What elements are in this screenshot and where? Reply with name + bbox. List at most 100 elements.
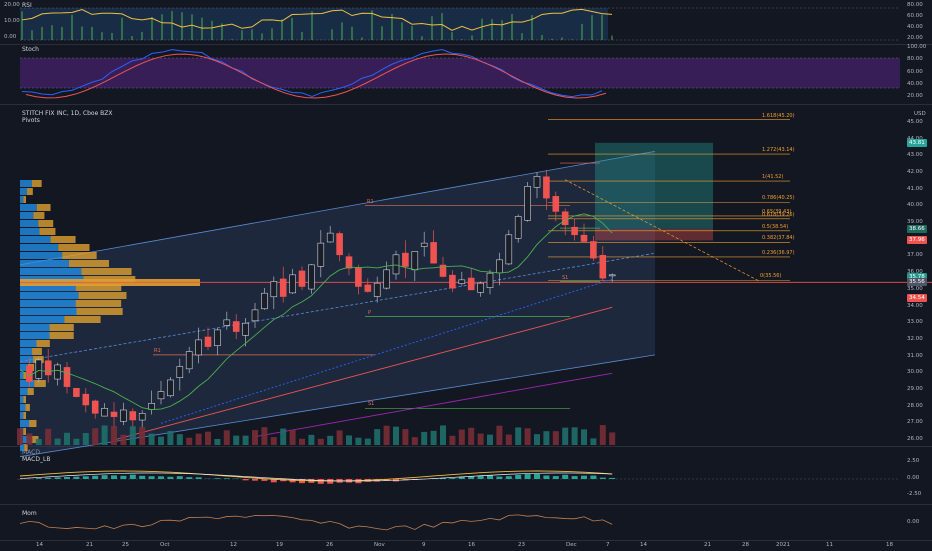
macd-histogram-bar	[167, 477, 173, 479]
volume-bar	[252, 430, 258, 445]
candle-body	[83, 394, 89, 405]
candle-body	[496, 260, 502, 273]
candle-body	[374, 283, 380, 296]
volume-profile-bar	[81, 268, 131, 275]
volume-bar	[402, 429, 408, 445]
candle-body	[468, 278, 474, 290]
time-tick: 2021	[776, 542, 790, 548]
fib-label: 0.786(40.25)	[762, 195, 795, 201]
volume-bar	[496, 426, 502, 445]
volume-profile-bar	[69, 260, 109, 267]
macd-histogram-bar	[214, 478, 220, 479]
volume-bar	[308, 435, 314, 445]
volume-bar	[393, 427, 399, 445]
momentum-line	[20, 515, 612, 530]
candle-body	[525, 186, 531, 220]
macd-histogram-bar	[64, 477, 70, 479]
volume-profile-bar	[20, 420, 29, 427]
macd-histogram-bar	[36, 478, 42, 479]
volume-bar	[346, 435, 352, 445]
candle-body	[402, 253, 408, 266]
candle-body	[149, 403, 155, 409]
volume-profile-bar	[20, 220, 38, 227]
volume-bar	[73, 439, 79, 445]
volume-profile-bar	[51, 236, 76, 243]
pivot-label: R1	[367, 199, 374, 205]
volume-profile-bar	[20, 188, 27, 195]
volume-profile-bar	[62, 252, 97, 259]
macd-histogram-bar	[449, 478, 455, 479]
time-tick: 14	[640, 542, 647, 548]
volume-bar	[290, 430, 296, 445]
macd-histogram-bar	[252, 479, 258, 481]
macd-histogram-bar	[45, 478, 51, 479]
volume-profile-bar	[29, 420, 36, 427]
time-tick: 12	[230, 542, 237, 548]
price-badge: 38.66	[907, 225, 927, 233]
volume-bar	[609, 432, 615, 445]
candle-body	[186, 352, 192, 369]
pivot-label: P	[562, 221, 565, 227]
volume-profile-bar	[20, 332, 50, 339]
candle-body	[139, 413, 145, 420]
candle-body	[346, 257, 352, 268]
volume-profile-bar	[20, 412, 23, 419]
volume-profile-bar	[58, 244, 89, 251]
volume-profile-bar	[20, 340, 36, 347]
volume-bar	[167, 431, 173, 445]
candle-body	[337, 233, 343, 254]
volume-bar	[55, 439, 61, 445]
price-tick: 32.00	[907, 336, 923, 342]
price-tick: 35.00	[907, 286, 923, 292]
volume-bar	[196, 434, 202, 445]
volume-bar	[534, 434, 540, 445]
volume-bar	[139, 427, 145, 445]
time-tick: 21	[704, 542, 711, 548]
volume-bar	[327, 436, 333, 445]
volume-profile-bar	[76, 300, 122, 307]
candle-body	[590, 241, 596, 258]
price-tick: 43.00	[907, 152, 923, 158]
volume-profile-bar	[25, 404, 29, 411]
macd-histogram-bar	[139, 476, 145, 479]
volume-profile-bar	[39, 228, 55, 235]
macd-histogram-bar	[177, 476, 183, 479]
time-tick: 14	[36, 542, 43, 548]
candle-body	[553, 196, 559, 211]
volume-profile-bar	[76, 308, 122, 315]
volume-profile-bar	[20, 244, 58, 251]
volume-bar	[243, 436, 249, 445]
time-tick: Dec	[566, 542, 577, 548]
price-badge: 34.54	[907, 294, 927, 302]
volume-bar	[102, 425, 108, 445]
candle-body	[233, 322, 239, 332]
volume-bar	[449, 436, 455, 445]
volume-bar	[431, 431, 437, 445]
volume-profile-bar	[20, 228, 39, 235]
volume-bar	[271, 437, 277, 445]
macd-histogram-bar	[534, 474, 540, 479]
macd-histogram-bar	[243, 479, 249, 480]
volume-profile-bar	[38, 220, 53, 227]
volume-bar	[337, 430, 343, 445]
time-tick: 23	[518, 542, 525, 548]
pivot-label: P	[368, 310, 371, 316]
volume-profile-bar	[20, 404, 25, 411]
macd-histogram-bar	[149, 476, 155, 479]
volume-bar	[45, 429, 51, 445]
candle-body	[102, 408, 108, 416]
volume-profile-bar	[20, 236, 51, 243]
volume-profile-bar	[20, 348, 32, 355]
fib-label: 0.236(36.97)	[762, 250, 795, 256]
volume-profile-bar	[20, 292, 79, 299]
candle-body	[252, 310, 258, 321]
macd-histogram-bar	[318, 479, 324, 484]
price-badge: 37.96	[907, 236, 927, 244]
candle-body	[214, 330, 220, 346]
candle-body	[64, 367, 70, 386]
candle-body	[177, 367, 183, 378]
volume-profile-bar	[24, 444, 27, 451]
candle-body	[55, 365, 61, 379]
